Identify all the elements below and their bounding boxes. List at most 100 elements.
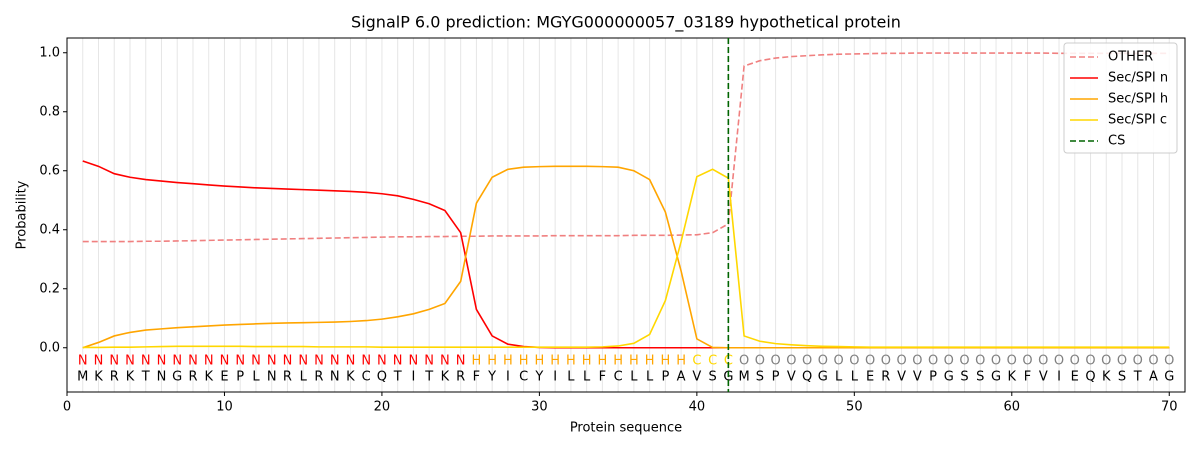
region-label: N <box>393 354 403 369</box>
region-label: O <box>755 354 765 369</box>
legend-box <box>1063 42 1178 154</box>
region-label: O <box>1054 354 1064 369</box>
residue-label: E <box>1071 370 1079 385</box>
residue-label: K <box>1102 370 1111 385</box>
residue-label: K <box>346 370 355 385</box>
region-label: O <box>991 354 1001 369</box>
region-label: O <box>1117 354 1127 369</box>
region-label: O <box>1133 354 1143 369</box>
residue-label: L <box>300 370 308 385</box>
region-label: O <box>1070 354 1080 369</box>
region-label: C <box>724 354 733 369</box>
residue-label: Q <box>1085 370 1095 385</box>
x-tick-label: 70 <box>1161 400 1178 415</box>
residue-label: V <box>1039 370 1048 385</box>
series-line <box>82 52 1170 243</box>
region-label: N <box>141 354 151 369</box>
residue-label: V <box>692 370 701 385</box>
x-tick-label: 30 <box>531 400 548 415</box>
residue-label: G <box>172 370 182 385</box>
region-label: C <box>708 354 717 369</box>
residue-label: R <box>881 370 890 385</box>
region-label: N <box>94 354 104 369</box>
residue-label: F <box>599 370 606 385</box>
region-label: N <box>424 354 434 369</box>
region-label: H <box>660 354 670 369</box>
series-line <box>82 168 1170 349</box>
region-label: H <box>472 354 482 369</box>
residue-label: C <box>614 370 623 385</box>
region-label: N <box>409 354 419 369</box>
residue-label: I <box>506 370 510 385</box>
region-label: N <box>314 354 324 369</box>
region-label: O <box>896 354 906 369</box>
region-label: H <box>676 354 686 369</box>
region-label: O <box>786 354 796 369</box>
residue-label: L <box>583 370 591 385</box>
region-label: N <box>157 354 167 369</box>
region-label: N <box>125 354 135 369</box>
y-axis-label: Probability <box>15 180 30 249</box>
region-label: O <box>959 354 969 369</box>
residue-label: S <box>976 370 984 385</box>
region-label: N <box>204 354 214 369</box>
region-label: N <box>456 354 466 369</box>
region-label: H <box>519 354 529 369</box>
residue-label: K <box>94 370 103 385</box>
region-label: O <box>802 354 812 369</box>
region-label: N <box>298 354 308 369</box>
residue-label: L <box>630 370 638 385</box>
residue-label: I <box>1057 370 1061 385</box>
residue-label: I <box>553 370 557 385</box>
residue-label: V <box>787 370 796 385</box>
region-label: N <box>283 354 293 369</box>
region-label: O <box>833 354 843 369</box>
region-label: H <box>566 354 576 369</box>
region-label: N <box>346 354 356 369</box>
residue-label: P <box>236 370 244 385</box>
residue-label: L <box>646 370 654 385</box>
residue-label: S <box>708 370 716 385</box>
region-label: O <box>818 354 828 369</box>
region-label: H <box>613 354 623 369</box>
region-label: N <box>377 354 387 369</box>
region-label: O <box>1007 354 1017 369</box>
residue-label: R <box>188 370 197 385</box>
region-label: O <box>1101 354 1111 369</box>
region-label: O <box>849 354 859 369</box>
x-tick-label: 40 <box>689 400 706 415</box>
plot-frame <box>66 37 1186 393</box>
y-tick-label: 0.0 <box>39 340 60 355</box>
residue-label: T <box>424 370 433 385</box>
region-label: H <box>629 354 639 369</box>
legend-label: OTHER <box>1108 50 1153 65</box>
region-label: O <box>1085 354 1095 369</box>
residue-label: K <box>204 370 213 385</box>
region-label: O <box>975 354 985 369</box>
region-label: O <box>881 354 891 369</box>
y-tick-label: 0.4 <box>39 222 60 237</box>
residue-label: F <box>1024 370 1031 385</box>
x-tick-label: 50 <box>846 400 863 415</box>
residue-label: V <box>913 370 922 385</box>
region-label: O <box>912 354 922 369</box>
residue-label: A <box>1149 370 1158 385</box>
residue-label: P <box>772 370 780 385</box>
region-label: N <box>267 354 277 369</box>
residue-label: E <box>866 370 874 385</box>
residue-label: V <box>897 370 906 385</box>
region-label: N <box>330 354 340 369</box>
residue-label: S <box>960 370 968 385</box>
residue-label: S <box>1118 370 1126 385</box>
residue-label: L <box>851 370 859 385</box>
y-tick-label: 0.8 <box>39 104 60 119</box>
residue-label: C <box>519 370 528 385</box>
region-label: O <box>739 354 749 369</box>
residue-label: T <box>141 370 150 385</box>
residue-label: M <box>738 370 749 385</box>
residue-label: R <box>283 370 292 385</box>
chart-title: SignalP 6.0 prediction: MGYG000000057_03… <box>351 13 901 33</box>
region-label: H <box>582 354 592 369</box>
